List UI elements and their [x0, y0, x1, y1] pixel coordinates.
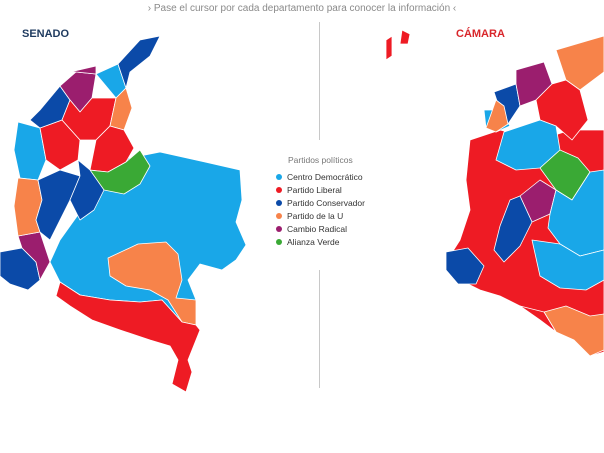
- camara-map-title: CÁMARA: [456, 28, 505, 40]
- legend-label: Partido de la U: [287, 210, 344, 221]
- legend-label: Cambio Radical: [287, 223, 347, 234]
- divider-top: [319, 22, 320, 140]
- legend-dot: [276, 199, 282, 206]
- department-alianza-verde[interactable]: [87, 149, 151, 195]
- parties-legend: Partidos políticos Centro Democrático Pa…: [276, 155, 365, 248]
- department-cambio-radical[interactable]: [69, 65, 97, 75]
- department-partido-liberal[interactable]: [385, 35, 393, 61]
- senado-map: [0, 35, 247, 393]
- department-partido-conservador[interactable]: [117, 35, 161, 89]
- legend-label: Partido Liberal: [287, 184, 342, 195]
- legend-item-partido-de-la-u[interactable]: Partido de la U: [276, 209, 365, 222]
- senado-map-title: SENADO: [22, 28, 70, 40]
- department-partido-de-la-u[interactable]: [543, 305, 604, 357]
- legend-dot: [276, 186, 282, 193]
- department-partido-liberal[interactable]: [55, 281, 201, 393]
- department-centro-democratico[interactable]: [531, 239, 604, 291]
- camara-map: [385, 29, 604, 357]
- hover-hint: › Pase el cursor por cada departamento p…: [147, 3, 457, 14]
- department-partido-conservador[interactable]: [493, 195, 533, 263]
- department-partido-conservador[interactable]: [35, 169, 81, 241]
- legend-dot: [276, 238, 282, 245]
- legend-item-cambio-radical[interactable]: Cambio Radical: [276, 222, 365, 235]
- legend-label: Centro Democrático: [287, 171, 363, 182]
- legend-dot: [276, 173, 282, 180]
- divider-bottom: [319, 270, 320, 388]
- legend-label: Partido Conservador: [287, 197, 365, 208]
- department-partido-conservador[interactable]: [445, 247, 485, 285]
- department-partido-liberal[interactable]: [519, 305, 557, 333]
- department-partido-de-la-u[interactable]: [13, 177, 43, 237]
- legend-item-partido-liberal[interactable]: Partido Liberal: [276, 183, 365, 196]
- department-partido-liberal[interactable]: [399, 29, 411, 45]
- department-partido-de-la-u[interactable]: [485, 99, 509, 133]
- legend-label: Alianza Verde: [287, 236, 340, 247]
- legend-dot: [276, 225, 282, 232]
- department-partido-de-la-u[interactable]: [109, 87, 133, 131]
- department-partido-conservador[interactable]: [69, 159, 105, 221]
- legend-dot: [276, 212, 282, 219]
- legend-item-alianza-verde[interactable]: Alianza Verde: [276, 235, 365, 248]
- department-partido-de-la-u[interactable]: [107, 241, 197, 326]
- legend-item-centro-democratico[interactable]: Centro Democrático: [276, 170, 365, 183]
- legend-item-partido-conservador[interactable]: Partido Conservador: [276, 196, 365, 209]
- legend-title: Partidos políticos: [288, 155, 353, 165]
- department-partido-liberal[interactable]: [535, 79, 589, 141]
